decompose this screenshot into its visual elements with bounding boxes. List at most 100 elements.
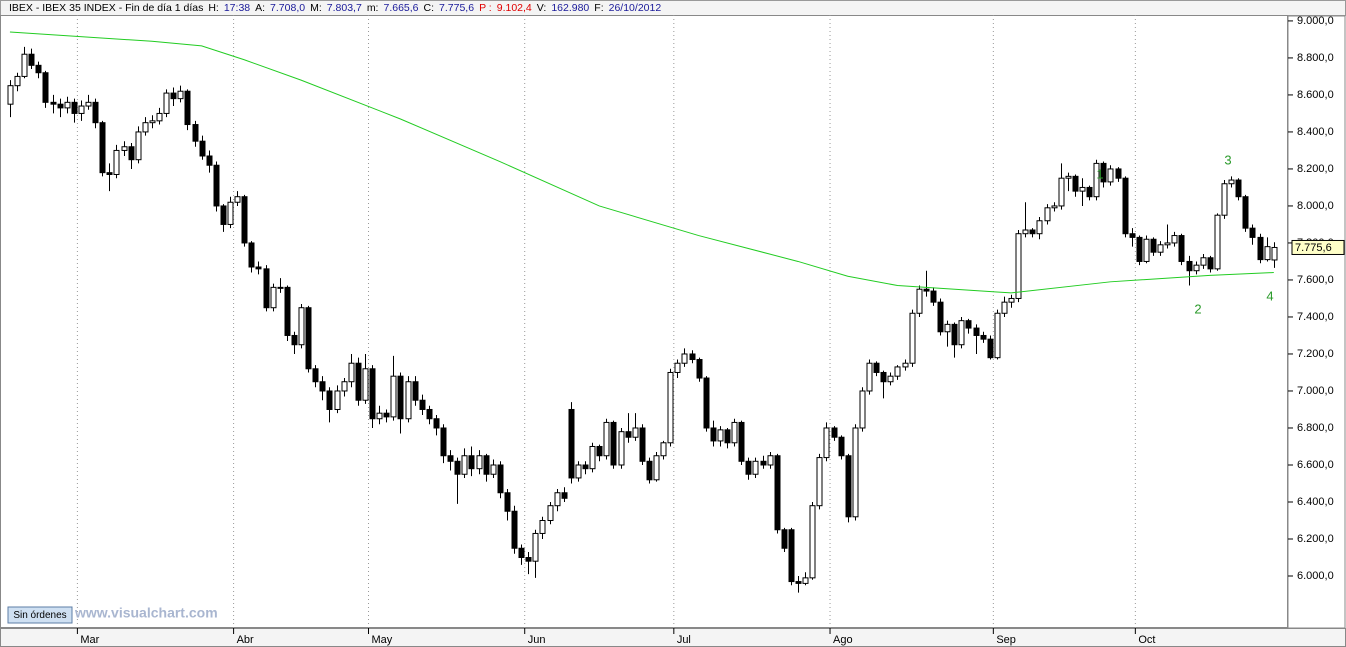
candle-body bbox=[248, 242, 255, 268]
candle-body bbox=[1044, 207, 1051, 222]
y-tick-label: 6.800,0 bbox=[1297, 422, 1334, 434]
candle-body bbox=[809, 505, 816, 579]
candle-body bbox=[1072, 175, 1079, 192]
candle-body bbox=[163, 92, 170, 114]
candle-body bbox=[951, 323, 958, 346]
y-tick-label: 7.200,0 bbox=[1297, 348, 1334, 360]
candle-body bbox=[1079, 186, 1086, 192]
candle-body bbox=[497, 464, 504, 494]
candle-body bbox=[383, 412, 390, 418]
header-key: H: bbox=[208, 2, 219, 14]
candle-body bbox=[1129, 233, 1136, 238]
candle-body bbox=[1200, 257, 1207, 266]
candle-body bbox=[852, 427, 859, 518]
header-title: IBEX - IBEX 35 INDEX - Fin de día 1 días bbox=[9, 2, 203, 14]
candle-body bbox=[866, 362, 873, 392]
candle-body bbox=[412, 381, 419, 401]
candle-body bbox=[1058, 177, 1065, 207]
candle-body bbox=[724, 429, 731, 444]
candle-body bbox=[14, 75, 21, 87]
candle-body bbox=[987, 338, 994, 359]
candle-body bbox=[1271, 246, 1278, 261]
annotation: 2 bbox=[1194, 301, 1201, 316]
candle-body bbox=[106, 172, 113, 175]
candle-body bbox=[958, 320, 965, 346]
candle-body bbox=[781, 529, 788, 549]
candle-body bbox=[78, 105, 85, 114]
candle-body bbox=[717, 429, 724, 442]
candle-body bbox=[1065, 175, 1072, 179]
candle-body bbox=[760, 460, 767, 466]
candle-body bbox=[419, 399, 426, 410]
candle-body bbox=[1022, 229, 1029, 235]
candle-body bbox=[1001, 301, 1008, 314]
candle-body bbox=[362, 368, 369, 401]
candle-body bbox=[50, 101, 57, 105]
candle-body bbox=[1036, 220, 1043, 235]
candle-body bbox=[454, 460, 461, 475]
candle-body bbox=[305, 307, 312, 370]
candle-body bbox=[433, 418, 440, 429]
candle-body bbox=[461, 455, 468, 475]
candle-body bbox=[660, 442, 667, 457]
annotation: 1 bbox=[1096, 166, 1103, 181]
candle-body bbox=[64, 101, 71, 109]
header: IBEX - IBEX 35 INDEX - Fin de día 1 días… bbox=[9, 2, 661, 14]
candle-body bbox=[561, 492, 568, 499]
candle-body bbox=[1214, 214, 1221, 270]
candle-body bbox=[994, 312, 1001, 359]
y-tick-label: 8.400,0 bbox=[1297, 126, 1334, 138]
candle-body bbox=[944, 323, 951, 333]
candle-body bbox=[710, 427, 717, 442]
candle-body bbox=[902, 362, 909, 368]
candle-body bbox=[149, 120, 156, 124]
candle-body bbox=[816, 457, 823, 507]
candle-body bbox=[532, 532, 539, 562]
candle-body bbox=[355, 362, 362, 401]
candle-body bbox=[1178, 235, 1185, 262]
candle-body bbox=[646, 460, 653, 481]
candle-body bbox=[1228, 179, 1235, 185]
y-tick-label: 9.000,0 bbox=[1297, 15, 1334, 27]
candle-body bbox=[696, 359, 703, 379]
candle-body bbox=[823, 427, 830, 459]
candle-body bbox=[35, 64, 42, 74]
button-label[interactable]: Sin órdenes bbox=[13, 610, 66, 621]
candle-body bbox=[738, 421, 745, 462]
candle-body bbox=[603, 421, 610, 457]
candle-body bbox=[312, 368, 319, 383]
header-key: m: bbox=[367, 2, 379, 14]
candle-body bbox=[681, 353, 688, 364]
annotation: 3 bbox=[1224, 152, 1231, 167]
candle-body bbox=[930, 290, 937, 303]
y-tick-label: 6.400,0 bbox=[1297, 496, 1334, 508]
header-value: 7.775,6 bbox=[439, 2, 474, 14]
candle-body bbox=[1086, 186, 1093, 198]
candle-body bbox=[7, 85, 14, 105]
button[interactable] bbox=[7, 606, 73, 624]
candle-body bbox=[28, 53, 35, 66]
candle-body bbox=[369, 368, 376, 420]
candle-body bbox=[582, 464, 589, 470]
candle-body bbox=[980, 334, 987, 340]
candle-body bbox=[298, 307, 305, 346]
candle-body bbox=[937, 301, 944, 333]
header-key: V: bbox=[537, 2, 547, 14]
candle-body bbox=[341, 381, 348, 392]
y-axis-panel bbox=[1287, 15, 1346, 629]
x-tick-label: Ago bbox=[833, 634, 853, 646]
header-key: M: bbox=[310, 2, 322, 14]
candle-body bbox=[845, 455, 852, 518]
candle-body bbox=[57, 103, 64, 109]
candle-body bbox=[873, 362, 880, 373]
candle-body bbox=[1107, 168, 1114, 183]
candle-body bbox=[568, 408, 575, 479]
candle-body bbox=[277, 286, 284, 289]
candle-body bbox=[838, 436, 845, 457]
candle-body bbox=[490, 464, 497, 475]
candle-body bbox=[795, 581, 802, 584]
candle-body bbox=[405, 381, 412, 420]
y-tick-label: 8.000,0 bbox=[1297, 200, 1334, 212]
candle-body bbox=[880, 371, 887, 383]
